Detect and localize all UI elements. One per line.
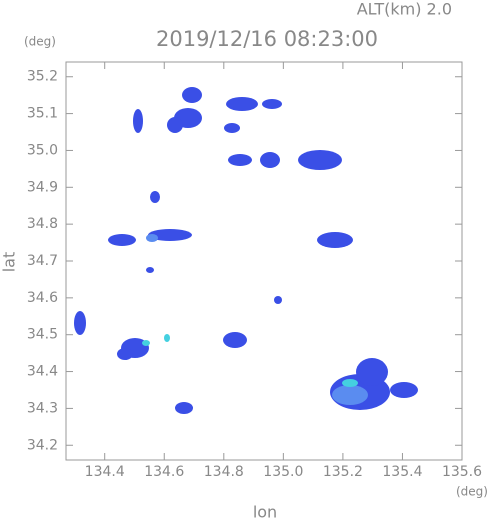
altitude-label: ALT(km) 2.0 <box>357 0 452 19</box>
y-tick-label: 35.2 <box>27 69 58 85</box>
y-tick-label: 34.3 <box>27 400 58 416</box>
chart-title: 2019/12/16 08:23:00 <box>156 27 378 51</box>
y-tick-label: 34.9 <box>27 179 58 195</box>
y-tick-label: 34.5 <box>27 327 58 343</box>
y-unit: (deg) <box>24 35 56 49</box>
x-tick-label: 134.4 <box>85 464 125 480</box>
x-tick-label: 135.6 <box>442 464 482 480</box>
x-tick-label: 135.0 <box>263 464 303 480</box>
y-tick-label: 35.1 <box>27 106 58 122</box>
y-tick-label: 34.8 <box>27 216 58 232</box>
x-tick-label: 134.6 <box>144 464 184 480</box>
y-tick-label: 34.2 <box>27 437 58 453</box>
x-tick-label: 135.4 <box>382 464 422 480</box>
y-tick-label: 34.7 <box>27 253 58 269</box>
y-tick-label: 34.4 <box>27 364 58 380</box>
radar-echoes <box>74 87 418 414</box>
y-tick-label: 35.0 <box>27 142 58 158</box>
x-unit: (deg) <box>456 485 488 499</box>
x-tick-label: 135.2 <box>323 464 363 480</box>
y-tick-label: 34.6 <box>27 290 58 306</box>
plot-frame <box>65 61 463 461</box>
y-axis-label: lat <box>0 252 19 273</box>
x-axis-label: lon <box>253 503 277 521</box>
x-tick-label: 134.8 <box>204 464 244 480</box>
